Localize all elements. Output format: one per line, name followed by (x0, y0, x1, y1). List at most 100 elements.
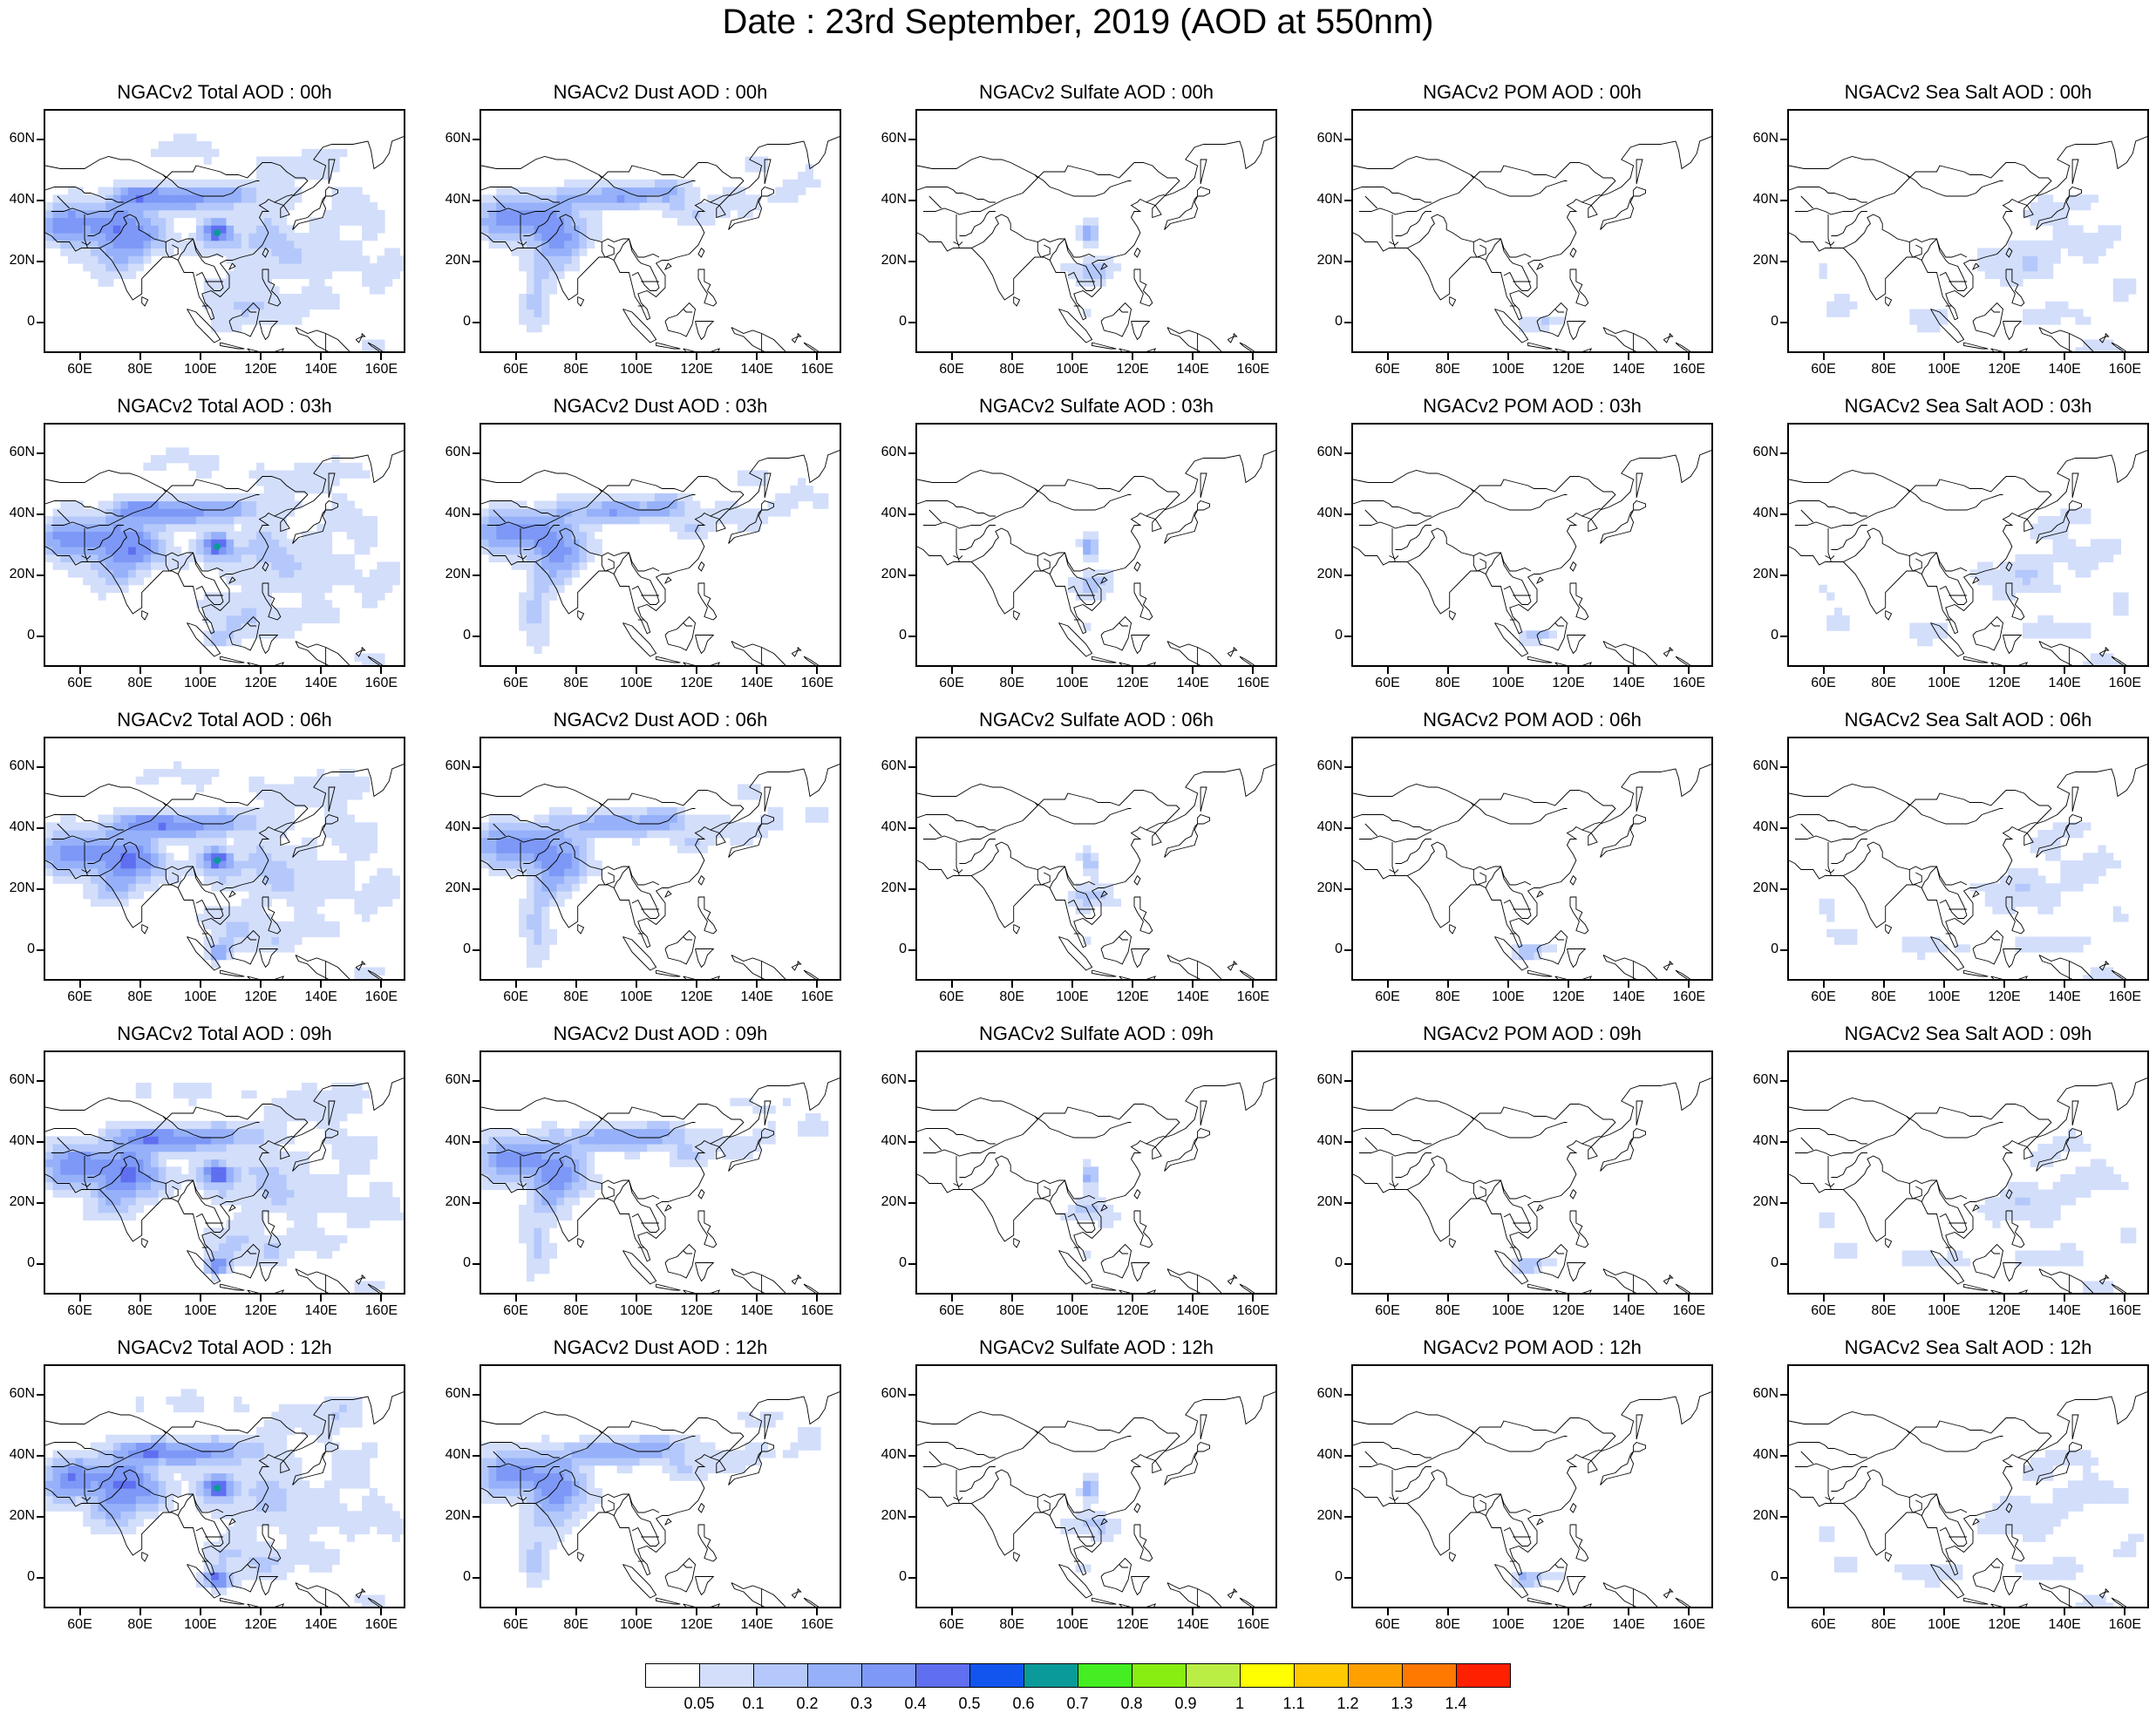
y-tick-mark (473, 1202, 479, 1204)
y-tick-mark (37, 1516, 44, 1518)
x-tick-label: 120E (1115, 1303, 1150, 1319)
x-tick-label: 80E (559, 362, 594, 377)
y-tick-label: 0 (1742, 314, 1779, 330)
x-tick-mark (636, 353, 637, 360)
y-tick-mark (473, 1263, 479, 1265)
colorbar-label: 0.4 (904, 1695, 926, 1713)
map-panel-pom-12h (1351, 1364, 1713, 1608)
x-tick-mark (260, 981, 262, 988)
y-tick-mark (908, 766, 915, 768)
x-tick-label: 100E (1491, 989, 1526, 1005)
y-tick-mark (37, 322, 44, 323)
x-tick-label: 160E (2107, 676, 2142, 691)
y-tick-mark (37, 1394, 44, 1396)
x-tick-label: 120E (1551, 362, 1586, 377)
y-tick-mark (1780, 1080, 1787, 1082)
y-tick-mark (473, 200, 479, 201)
x-tick-mark (1447, 1608, 1449, 1615)
y-tick-label: 60N (1742, 1386, 1779, 1402)
map-panel-sulfate-09h (915, 1050, 1277, 1295)
y-tick-label: 20N (0, 1508, 35, 1524)
colorbar-swatch (807, 1663, 862, 1688)
x-tick-mark (951, 353, 953, 360)
colorbar-label: 1.1 (1282, 1695, 1304, 1713)
x-tick-label: 120E (1551, 1303, 1586, 1319)
map-panel-total-03h (44, 423, 405, 667)
x-tick-mark (636, 667, 637, 674)
y-tick-label: 20N (1306, 253, 1343, 269)
x-tick-mark (2064, 667, 2065, 674)
x-tick-label: 140E (2047, 1617, 2082, 1633)
x-tick-label: 60E (1806, 676, 1841, 691)
x-tick-mark (575, 1608, 577, 1615)
y-tick-label: 0 (1742, 941, 1779, 957)
x-tick-mark (2003, 1608, 2005, 1615)
x-tick-mark (139, 981, 141, 988)
y-tick-mark (1344, 766, 1351, 768)
y-tick-label: 60N (1306, 445, 1343, 460)
colorbar-label: 0.9 (1174, 1695, 1196, 1713)
y-tick-mark (1344, 1577, 1351, 1579)
x-tick-mark (1883, 1608, 1885, 1615)
x-tick-label: 80E (995, 1303, 1030, 1319)
x-tick-mark (380, 667, 382, 674)
x-tick-mark (1192, 981, 1194, 988)
y-tick-label: 20N (870, 880, 907, 896)
x-tick-mark (200, 667, 201, 674)
x-tick-mark (1507, 1295, 1509, 1302)
x-tick-label: 140E (739, 362, 774, 377)
colorbar-label: 0.05 (684, 1695, 714, 1713)
x-tick-mark (696, 353, 697, 360)
x-tick-mark (380, 1608, 382, 1615)
map-panel-dust-00h (479, 109, 841, 353)
x-tick-mark (515, 353, 517, 360)
y-tick-mark (1344, 1455, 1351, 1457)
x-tick-mark (1568, 981, 1569, 988)
x-tick-mark (1387, 981, 1389, 988)
x-tick-label: 160E (364, 1617, 398, 1633)
x-tick-label: 160E (799, 1617, 834, 1633)
panel-title: NGACv2 Total AOD : 06h (17, 709, 432, 731)
y-tick-mark (908, 1263, 915, 1265)
panel-title: NGACv2 Sulfate AOD : 09h (889, 1023, 1303, 1045)
x-tick-label: 140E (739, 989, 774, 1005)
y-tick-label: 40N (870, 1447, 907, 1463)
x-tick-label: 60E (1370, 1303, 1405, 1319)
y-tick-mark (37, 766, 44, 768)
x-tick-label: 120E (1987, 1617, 2022, 1633)
x-tick-label: 140E (2047, 676, 2082, 691)
panel-title: NGACv2 Total AOD : 09h (17, 1023, 432, 1045)
y-tick-label: 20N (1742, 253, 1779, 269)
x-tick-label: 100E (183, 1617, 218, 1633)
x-tick-mark (2064, 981, 2065, 988)
y-tick-mark (37, 574, 44, 576)
y-tick-mark (473, 766, 479, 768)
y-tick-label: 60N (434, 758, 471, 774)
x-tick-label: 140E (1175, 676, 1210, 691)
y-tick-mark (1780, 636, 1787, 637)
y-tick-mark (908, 1394, 915, 1396)
x-tick-mark (2003, 981, 2005, 988)
x-tick-mark (1192, 1295, 1194, 1302)
x-tick-mark (1823, 353, 1825, 360)
y-tick-label: 0 (1742, 1569, 1779, 1585)
colorbar-swatch (1186, 1663, 1241, 1688)
x-tick-label: 140E (1175, 1303, 1210, 1319)
x-tick-mark (515, 667, 517, 674)
x-tick-label: 80E (559, 1617, 594, 1633)
x-tick-mark (1071, 353, 1073, 360)
x-tick-label: 100E (619, 362, 654, 377)
x-tick-label: 60E (1370, 989, 1405, 1005)
x-tick-label: 160E (1235, 989, 1270, 1005)
x-tick-mark (1823, 981, 1825, 988)
y-tick-label: 40N (434, 1133, 471, 1149)
y-tick-mark (1780, 574, 1787, 576)
x-tick-label: 140E (2047, 989, 2082, 1005)
y-tick-label: 0 (870, 941, 907, 957)
x-tick-label: 100E (1927, 989, 1962, 1005)
y-tick-mark (908, 261, 915, 262)
y-tick-mark (473, 827, 479, 829)
y-tick-label: 40N (870, 192, 907, 207)
y-tick-mark (1780, 949, 1787, 951)
y-tick-label: 40N (1306, 819, 1343, 835)
